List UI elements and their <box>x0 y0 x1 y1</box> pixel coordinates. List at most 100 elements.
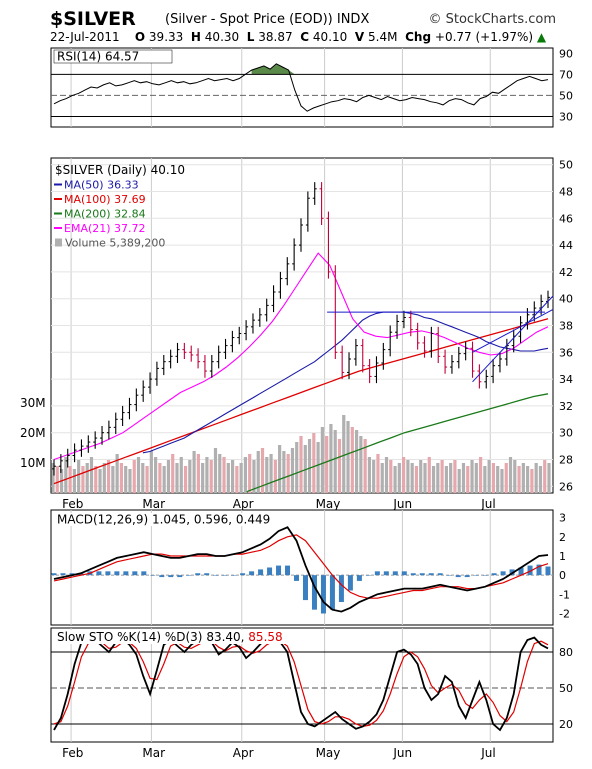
macd-ytick-3: 0 <box>559 569 566 582</box>
volume-bar <box>243 457 248 493</box>
price-xlabel-3: May <box>316 497 341 511</box>
volume-bar <box>145 466 149 493</box>
volume-bar <box>299 436 303 493</box>
volume-bar <box>89 457 94 493</box>
sto-d-line <box>53 639 549 728</box>
volume-bar <box>453 460 457 493</box>
macd-histogram-bar <box>311 575 317 610</box>
volume-bar <box>389 460 393 493</box>
volume-legend-swatch <box>55 238 62 247</box>
price-ytick-0: 50 <box>559 159 573 172</box>
volume-bar <box>171 454 175 493</box>
low-value: 38.87 <box>258 30 293 44</box>
volume-bar <box>94 466 98 493</box>
sto-legend: Slow STO %K(14) %D(3) 83.40, 85.58 <box>57 630 283 644</box>
volume-bar <box>521 463 525 493</box>
price-xlabel-5: Jul <box>480 497 495 511</box>
volume-bar <box>376 454 380 493</box>
volume-tick-0: 30M <box>20 396 46 410</box>
sto-xlabel-0: Feb <box>62 746 83 760</box>
volume-bar <box>72 469 76 493</box>
macd-histogram-bar <box>258 569 264 576</box>
volume-tick-2: 10M <box>20 456 46 470</box>
price-legend-5: Volume 5,389,200 <box>65 237 165 250</box>
volume-bar <box>188 460 192 493</box>
sto-d-value: 85.58 <box>248 630 282 644</box>
volume-bar <box>209 460 213 493</box>
volume-bar <box>329 424 333 493</box>
volume-bar <box>547 463 551 493</box>
volume-bar <box>119 463 124 493</box>
price-ytick-11: 28 <box>559 454 573 467</box>
rsi-series <box>53 63 549 112</box>
volume-bar <box>406 460 410 493</box>
volume-bar <box>136 457 141 493</box>
volume-bar <box>517 466 521 493</box>
macd-ytick-0: 3 <box>559 512 566 525</box>
ma100-line <box>53 318 549 485</box>
macd-histogram-bar <box>455 575 461 578</box>
rsi-legend-box <box>53 49 173 64</box>
high-value: 40.30 <box>204 30 240 44</box>
rsi-ytick-1: 70 <box>559 68 573 81</box>
volume-bar <box>201 463 205 493</box>
sto-xlabel-3: May <box>316 746 341 760</box>
macd-histogram-bar <box>168 575 174 578</box>
volume-bar <box>265 457 269 493</box>
macd-histogram-bar <box>69 573 75 576</box>
volume-bar <box>183 466 188 493</box>
macd-histogram-bar <box>240 573 246 576</box>
volume-bar <box>487 460 491 493</box>
volume-bar <box>372 460 376 493</box>
chart-header: $SILVER (Silver - Spot Price (EOD)) INDX… <box>0 0 592 46</box>
macd-signal-line <box>53 534 549 599</box>
volume-bar <box>230 460 235 493</box>
volume-bar <box>222 457 226 493</box>
trendline-up <box>472 295 554 383</box>
rsi-legend: RSI(14) 64.57 <box>57 50 139 64</box>
volume-bar <box>354 430 359 493</box>
sto-xlabel-1: Mar <box>142 746 165 760</box>
quote-date: 22-Jul-2011 <box>50 30 120 44</box>
price-ytick-10: 30 <box>559 427 573 440</box>
volume-bar <box>166 460 171 493</box>
ma50-line <box>142 311 549 454</box>
volume-bar <box>205 457 209 493</box>
volume-bar <box>192 451 196 493</box>
price-legend-4: EMA(21) 37.72 <box>64 222 146 235</box>
volume-bar <box>491 463 496 493</box>
macd-histogram-bar <box>105 571 111 576</box>
sto-ytick-2: 20 <box>559 718 573 731</box>
volume-bar <box>474 463 478 493</box>
volume-bar <box>402 457 406 493</box>
sto-xlabel-2: Apr <box>233 746 254 760</box>
macd-histogram-bar <box>500 571 506 576</box>
volume-bar <box>513 460 517 493</box>
macd-histogram-bar <box>437 573 443 576</box>
volume-bar <box>213 448 218 493</box>
up-arrow-icon: ▲ <box>536 30 547 44</box>
macd-histogram-bar <box>419 573 425 576</box>
volume-bar <box>423 463 427 493</box>
volume-bar <box>543 460 547 493</box>
volume-bar <box>226 463 230 493</box>
volume-bar <box>149 451 153 493</box>
volume-bar <box>248 454 252 493</box>
high-label: H <box>190 30 201 44</box>
macd-histogram-bar <box>347 575 353 591</box>
macd-histogram-bar <box>320 575 326 614</box>
macd-histogram-bar <box>60 573 66 576</box>
macd-histogram-bar <box>365 575 371 576</box>
macd-histogram-bar <box>491 573 497 576</box>
rsi-ytick-2: 50 <box>559 89 573 102</box>
volume-bar <box>269 454 273 493</box>
macd-ytick-2: 1 <box>559 550 566 563</box>
volume-bar <box>98 469 102 493</box>
volume-bar <box>333 430 337 493</box>
volume-bar <box>158 463 162 493</box>
price-ytick-4: 42 <box>559 266 573 279</box>
price-xlabel-4: Jun <box>392 497 412 511</box>
volume-bar <box>414 466 419 493</box>
volume-value: 5.4M <box>368 30 398 44</box>
